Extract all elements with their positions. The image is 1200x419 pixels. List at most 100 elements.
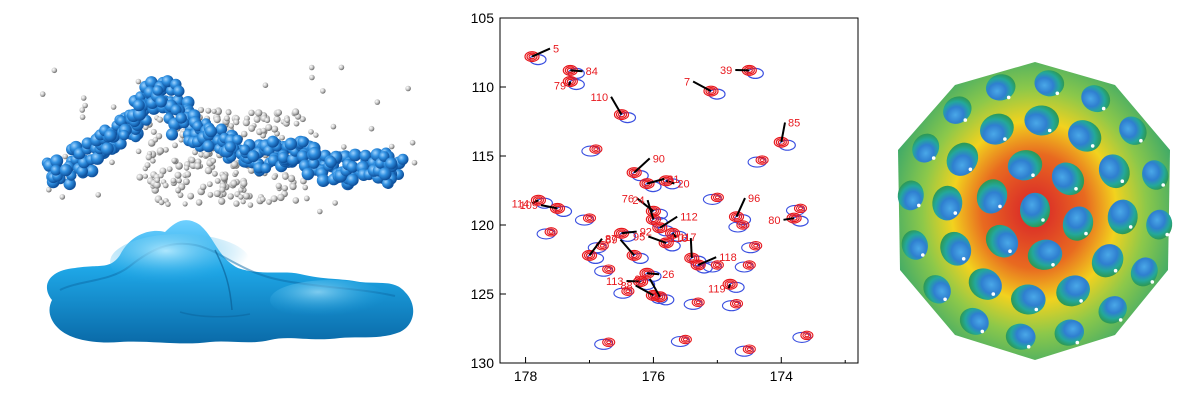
grey-bead (233, 119, 239, 125)
grey-bead (200, 184, 207, 191)
grey-bead (292, 108, 299, 115)
grey-bead (60, 194, 66, 200)
grey-bead (255, 109, 262, 116)
grey-bead (214, 116, 221, 123)
grey-bead (320, 88, 326, 94)
grey-bead (248, 125, 255, 132)
capsid-pore (981, 330, 985, 334)
grey-bead (254, 116, 261, 123)
grey-bead (52, 68, 58, 74)
capsid-pore (1056, 92, 1060, 96)
capsid-pore (1079, 299, 1083, 303)
capsid-pore (1003, 137, 1007, 141)
blue-bead (176, 113, 187, 124)
grey-bead (208, 192, 214, 198)
capsid-pore (1008, 249, 1012, 253)
grey-bead (155, 177, 161, 183)
capsid-pore (1121, 179, 1125, 183)
blue-bead (155, 96, 167, 108)
capsid-pore (1165, 233, 1169, 237)
blue-bead (278, 152, 289, 163)
grey-bead (277, 194, 284, 201)
capsid-pore (1102, 107, 1106, 111)
y-tick-label: 120 (471, 217, 495, 233)
grey-bead (308, 129, 314, 135)
grey-bead (389, 144, 395, 150)
grey-bead (339, 65, 345, 71)
capsid-pore (992, 292, 996, 296)
capsid-pore (921, 253, 925, 257)
peak-label: 112 (680, 212, 698, 224)
grey-bead (304, 196, 310, 202)
grey-bead (207, 181, 213, 187)
blue-bead (119, 130, 129, 140)
grey-bead (331, 124, 337, 130)
capsid-pore (932, 156, 936, 160)
blue-bead (60, 164, 72, 176)
grey-bead (293, 197, 300, 204)
leader-line (570, 70, 582, 71)
grey-bead (157, 147, 164, 154)
leader-line (569, 82, 570, 86)
grey-bead (271, 126, 278, 133)
grey-bead (194, 163, 201, 170)
blue-bead (133, 99, 145, 111)
grey-bead (165, 202, 170, 207)
grey-bead (233, 200, 239, 206)
capsid-pore (1035, 308, 1039, 312)
plot-frame (500, 18, 858, 363)
peak-label: 79 (554, 81, 566, 93)
peak-label: 109 (520, 200, 538, 212)
grey-bead (241, 199, 246, 204)
grey-bead (375, 99, 381, 105)
capsid-pore (1007, 96, 1011, 100)
grey-bead (226, 110, 232, 116)
capsid-pore (1119, 318, 1123, 322)
blue-bead (261, 163, 271, 173)
grey-bead (183, 201, 188, 206)
capsid-pore (1074, 187, 1078, 191)
grey-bead (238, 194, 243, 199)
peak-label: 85 (788, 118, 800, 130)
grey-bead (167, 166, 173, 172)
blue-bead (225, 141, 236, 152)
grey-bead (95, 192, 101, 198)
blue-bead (325, 156, 337, 168)
capsid-pore (954, 211, 958, 215)
grey-bead (309, 75, 315, 81)
grey-bead (279, 135, 285, 141)
grey-bead (224, 115, 230, 121)
grey-bead (212, 171, 218, 177)
capsid-pore (1161, 183, 1165, 187)
peak-label: 26 (662, 269, 674, 281)
grey-bead (276, 183, 282, 189)
blue-bead (205, 125, 217, 137)
grey-bead (272, 174, 278, 180)
x-tick-label: 178 (514, 368, 538, 384)
grey-bead (109, 160, 115, 166)
capsid-pore (1048, 129, 1052, 133)
blue-bead (166, 128, 178, 140)
capsid-pore (964, 118, 968, 122)
grey-bead (172, 142, 178, 148)
peak-label: 87 (605, 234, 617, 246)
grey-bead (241, 131, 248, 138)
grey-bead (294, 121, 300, 127)
blue-bead (104, 129, 117, 142)
grey-bead (221, 174, 228, 181)
blue-bead (247, 150, 259, 162)
grey-bead (163, 183, 169, 189)
grey-bead (282, 185, 288, 191)
grey-bead (196, 199, 203, 206)
grey-bead (412, 160, 418, 166)
grey-bead (176, 178, 182, 184)
grey-bead (275, 109, 282, 116)
grey-bead (189, 157, 195, 163)
grey-bead (260, 197, 266, 203)
grey-bead (184, 165, 189, 170)
grey-bead (175, 187, 181, 193)
grey-bead (302, 185, 308, 191)
y-tick-label: 110 (472, 79, 495, 95)
grey-bead (243, 193, 250, 200)
grey-bead (369, 126, 375, 132)
